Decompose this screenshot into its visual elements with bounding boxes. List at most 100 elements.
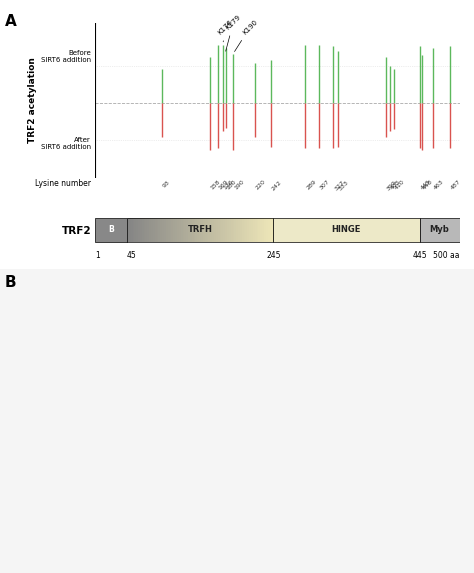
Bar <box>192 218 194 242</box>
Bar <box>273 218 419 242</box>
Bar <box>236 218 238 242</box>
Bar <box>246 218 248 242</box>
Bar <box>195 218 198 242</box>
Bar <box>205 218 207 242</box>
Bar <box>199 218 201 242</box>
Bar <box>201 218 203 242</box>
Text: TRFH: TRFH <box>188 225 212 234</box>
Bar <box>136 218 138 242</box>
Bar <box>147 218 150 242</box>
Bar <box>172 218 173 242</box>
Text: 1: 1 <box>95 251 100 260</box>
Bar <box>95 218 127 242</box>
Bar <box>194 218 196 242</box>
Bar <box>138 218 140 242</box>
Bar <box>166 218 168 242</box>
Text: 180: 180 <box>226 179 237 191</box>
Bar <box>144 218 146 242</box>
Bar <box>207 218 209 242</box>
Bar <box>268 218 270 242</box>
Bar <box>203 218 205 242</box>
Bar <box>168 218 170 242</box>
Bar <box>247 218 249 242</box>
Bar <box>214 218 216 242</box>
Bar <box>218 218 220 242</box>
Bar <box>240 218 242 242</box>
Bar <box>155 218 157 242</box>
Text: B: B <box>5 275 17 290</box>
Bar <box>131 218 133 242</box>
Bar <box>135 218 137 242</box>
Bar <box>162 218 164 242</box>
Bar <box>156 218 159 242</box>
Bar <box>170 218 172 242</box>
Bar <box>190 218 192 242</box>
Text: B: B <box>108 225 114 234</box>
Text: 333: 333 <box>337 179 350 191</box>
Text: A: A <box>5 14 17 29</box>
Text: 405: 405 <box>390 179 402 191</box>
Bar <box>175 218 177 242</box>
Bar <box>231 218 233 242</box>
Text: K190: K190 <box>235 18 259 52</box>
Bar <box>173 218 175 242</box>
Bar <box>133 218 135 242</box>
Bar <box>255 218 257 242</box>
Text: 220: 220 <box>255 179 267 191</box>
Bar <box>258 218 261 242</box>
Bar <box>244 218 246 242</box>
Bar <box>260 218 263 242</box>
Text: Before
SIRT6 addition: Before SIRT6 addition <box>41 50 91 64</box>
Bar <box>127 218 273 242</box>
Text: 327: 327 <box>333 179 345 191</box>
Bar <box>270 218 272 242</box>
Bar <box>225 218 228 242</box>
Text: K179: K179 <box>225 13 242 51</box>
Bar <box>142 218 144 242</box>
Text: 410: 410 <box>394 179 406 191</box>
Text: 487: 487 <box>450 179 462 191</box>
Bar <box>251 218 253 242</box>
Bar <box>140 218 142 242</box>
Text: 500 aa: 500 aa <box>433 251 460 260</box>
Bar <box>151 218 153 242</box>
Bar <box>229 218 231 242</box>
Bar <box>242 218 244 242</box>
Text: Lysine number: Lysine number <box>35 179 91 188</box>
Bar <box>219 218 222 242</box>
Bar <box>221 218 224 242</box>
Text: Myb: Myb <box>429 225 449 234</box>
Text: K176: K176 <box>217 18 234 42</box>
Text: 463: 463 <box>433 179 445 191</box>
Bar <box>188 218 190 242</box>
Bar <box>182 218 185 242</box>
Bar <box>146 218 148 242</box>
Bar <box>186 218 189 242</box>
Bar <box>249 218 251 242</box>
Bar <box>160 218 163 242</box>
Bar <box>210 218 212 242</box>
Text: TRF2 acetylation: TRF2 acetylation <box>28 57 37 143</box>
Bar <box>233 218 235 242</box>
Bar <box>253 218 255 242</box>
Bar <box>212 218 214 242</box>
Text: 190: 190 <box>233 179 245 191</box>
Bar <box>262 218 264 242</box>
Text: 399: 399 <box>386 179 398 191</box>
Text: 445: 445 <box>419 179 431 191</box>
Text: 93: 93 <box>162 179 171 189</box>
Bar <box>238 218 240 242</box>
Bar <box>234 218 237 242</box>
Bar <box>153 218 155 242</box>
Bar <box>177 218 179 242</box>
Text: 307: 307 <box>319 179 330 191</box>
Bar <box>272 218 273 242</box>
Text: HINGE: HINGE <box>332 225 361 234</box>
Bar <box>419 218 460 242</box>
Bar <box>127 218 129 242</box>
Text: 169: 169 <box>218 179 229 191</box>
Text: 445: 445 <box>412 251 427 260</box>
Bar <box>164 218 166 242</box>
Text: 289: 289 <box>305 179 318 191</box>
Bar <box>266 218 268 242</box>
